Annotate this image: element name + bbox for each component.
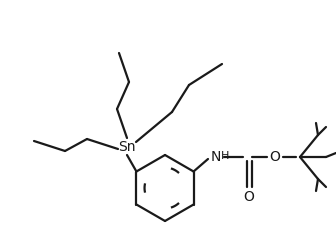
- Text: O: O: [269, 150, 281, 164]
- Text: O: O: [244, 190, 254, 204]
- Text: H: H: [221, 151, 229, 161]
- Text: Sn: Sn: [118, 140, 136, 154]
- Text: N: N: [211, 150, 221, 164]
